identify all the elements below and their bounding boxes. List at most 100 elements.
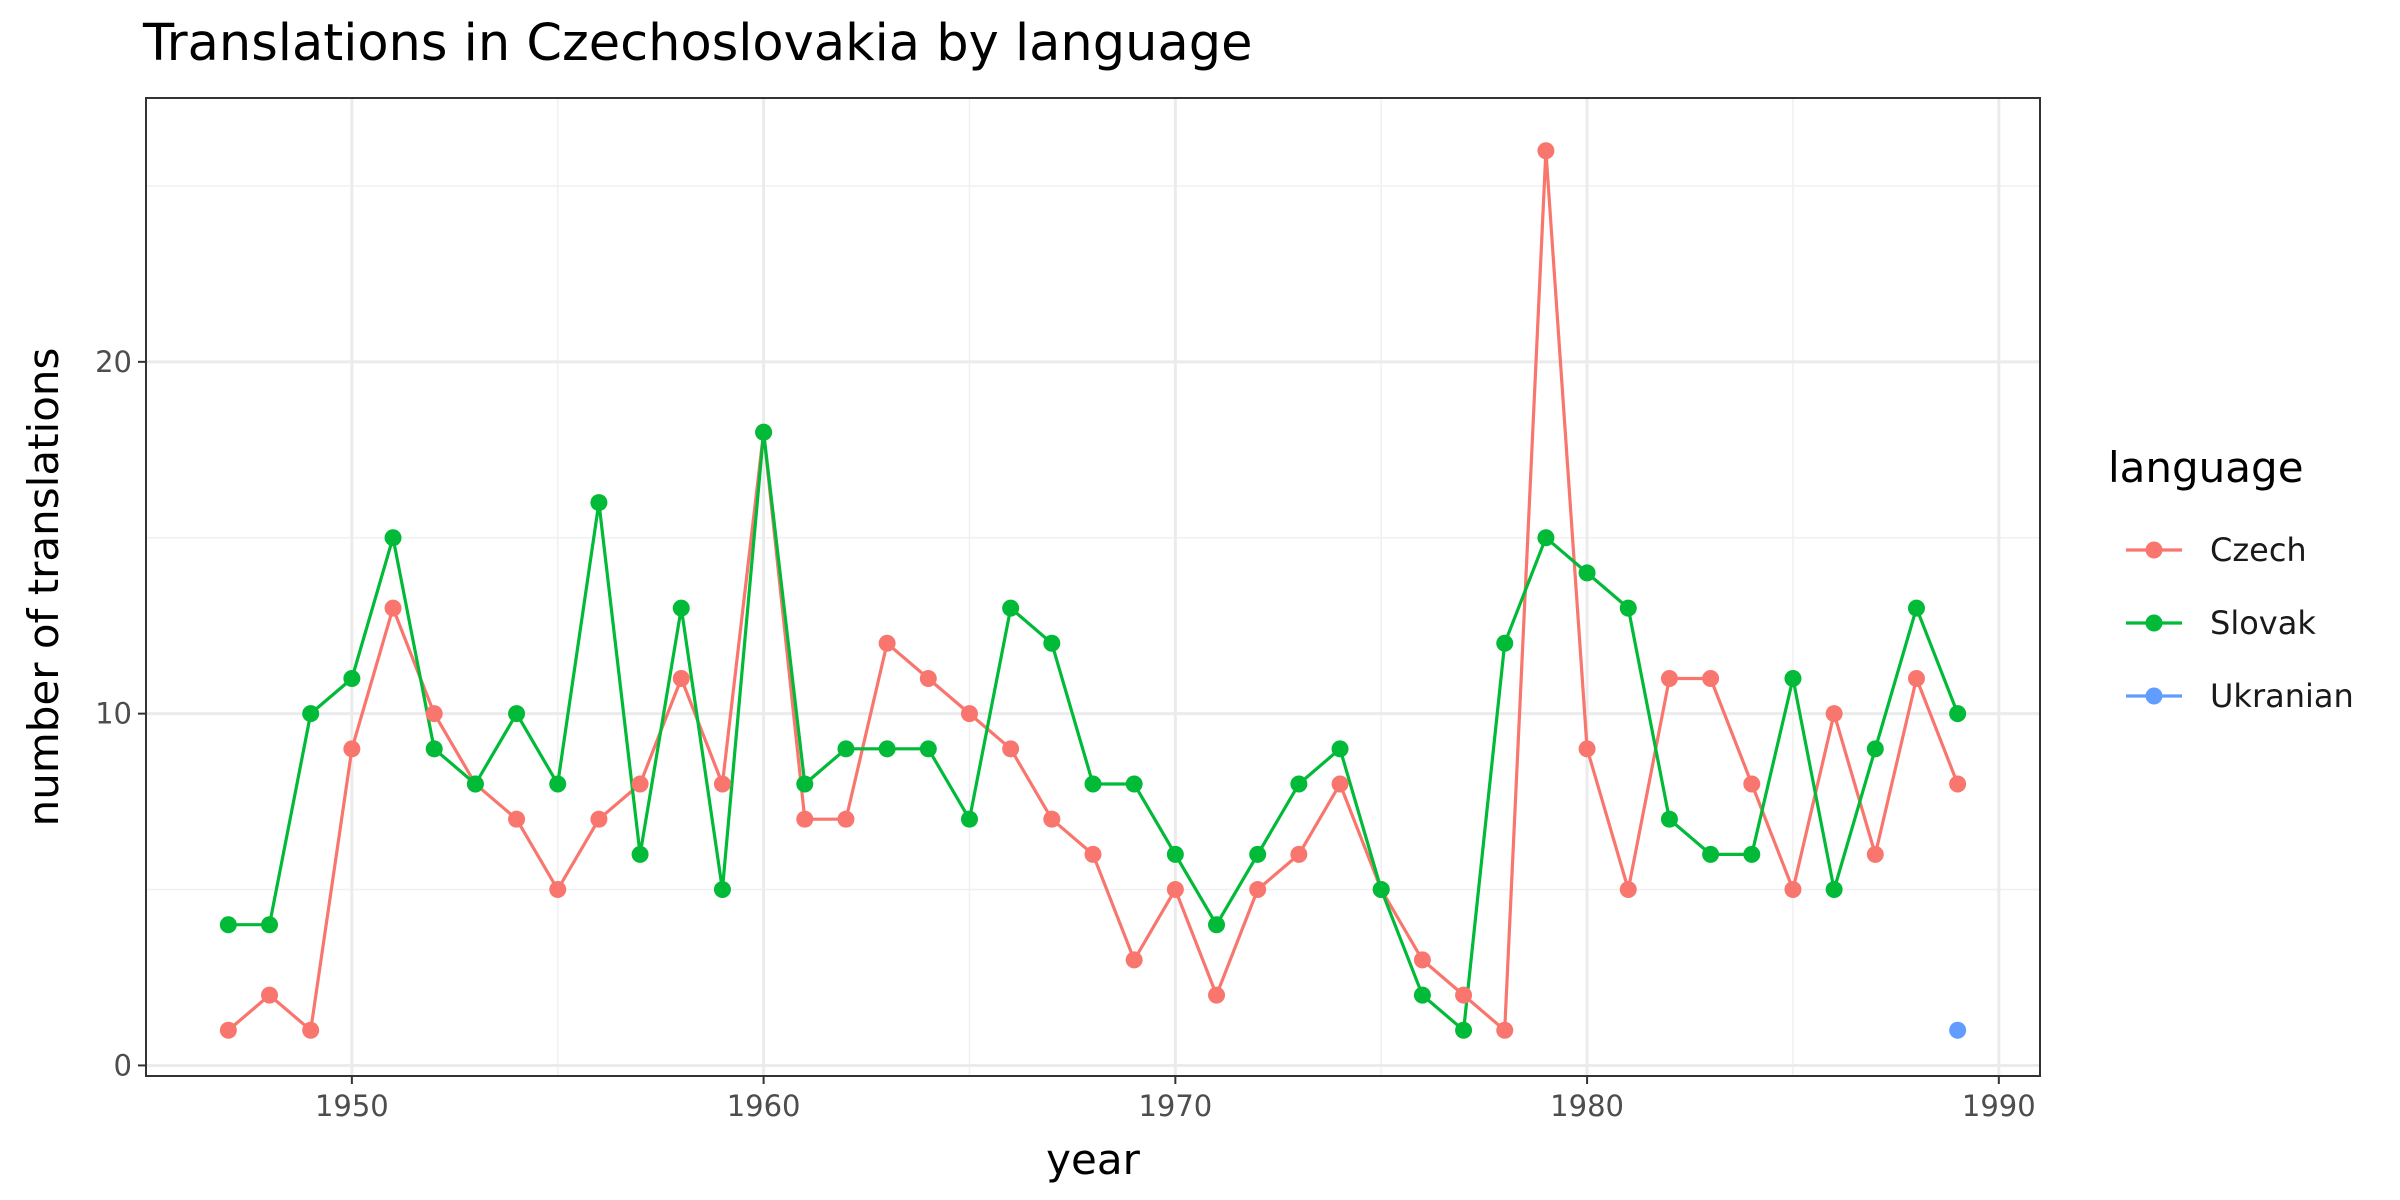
czech-data-point [1866, 845, 1884, 863]
czech-data-point [837, 810, 855, 828]
czech-data-point [631, 775, 649, 793]
slovak-data-point [919, 740, 937, 758]
legend-label: Czech [2210, 531, 2307, 569]
czech-data-point [1413, 951, 1431, 969]
legend-key-point [2145, 687, 2163, 705]
slovak-data-point [1455, 1021, 1473, 1039]
gridlines [146, 98, 2040, 1076]
czech-data-point [343, 740, 361, 758]
czech-data-point [1907, 669, 1925, 687]
legend-key-point [2145, 614, 2163, 632]
slovak-data-point [755, 423, 773, 441]
czech-data-point [1125, 951, 1143, 969]
slovak-data-point [713, 881, 731, 899]
slovak-data-point [837, 740, 855, 758]
slovak-data-point [672, 599, 690, 617]
legend-items: Czech Slovak Ukranian [2126, 531, 2354, 715]
slovak-data-point [1249, 845, 1267, 863]
legend-item-ukranian: Ukranian [2126, 677, 2354, 715]
slovak-data-point [1949, 705, 1967, 723]
y-tick-label: 10 [95, 697, 132, 731]
y-axis: 0 10 20 [95, 345, 146, 1082]
czech-data-point [713, 775, 731, 793]
x-axis: 1950 1960 1970 1980 1990 [315, 1076, 2036, 1123]
x-tick-label: 1950 [315, 1089, 389, 1123]
x-tick-label: 1970 [1138, 1089, 1212, 1123]
czech-data-point [1660, 669, 1678, 687]
legend-item-slovak: Slovak [2126, 604, 2316, 642]
slovak-series-line [228, 430, 1960, 1032]
czech-data-point [302, 1021, 320, 1039]
slovak-data-point [1784, 669, 1802, 687]
czech-data-point [219, 1021, 237, 1039]
slovak-data-point [1166, 845, 1184, 863]
czech-data-point [1166, 881, 1184, 899]
legend-item-czech: Czech [2126, 531, 2307, 569]
x-tick-label: 1990 [1962, 1089, 2036, 1123]
y-tick-label: 20 [95, 345, 132, 379]
legend-label: Slovak [2210, 604, 2316, 642]
czech-data-point [960, 705, 978, 723]
legend-title: language [2108, 443, 2304, 492]
y-axis-title: number of translations [19, 348, 68, 827]
slovak-data-point [1702, 845, 1720, 863]
slovak-data-point [878, 740, 896, 758]
czech-data-point [1702, 669, 1720, 687]
slovak-data-point [384, 529, 402, 547]
czech-data-point [261, 986, 279, 1004]
czech-data-point [1496, 1021, 1514, 1039]
slovak-data-point [1578, 564, 1596, 582]
czech-data-point [1455, 986, 1473, 1004]
x-tick-label: 1960 [727, 1089, 801, 1123]
slovak-data-point [796, 775, 814, 793]
czech-data-point [1331, 775, 1349, 793]
slovak-data-point [1413, 986, 1431, 1004]
czech-series-line [227, 149, 1960, 1032]
ukranian-data-point [1949, 1021, 1967, 1039]
slovak-data-point [1043, 634, 1061, 652]
slovak-data-point [1496, 634, 1514, 652]
series-lines [227, 149, 1960, 1032]
slovak-data-point [1002, 599, 1020, 617]
slovak-data-point [631, 845, 649, 863]
czech-data-point [1043, 810, 1061, 828]
czech-data-point [1578, 740, 1596, 758]
slovak-data-point [1907, 599, 1925, 617]
slovak-data-point [343, 669, 361, 687]
slovak-data-point [1825, 881, 1843, 899]
czech-data-point [1784, 881, 1802, 899]
czech-data-point [1208, 986, 1226, 1004]
czech-data-point [590, 810, 608, 828]
czech-data-point [1743, 775, 1761, 793]
data-points [219, 142, 1967, 1039]
slovak-data-point [1125, 775, 1143, 793]
legend-label: Ukranian [2210, 677, 2354, 715]
slovak-data-point [1331, 740, 1349, 758]
slovak-data-point [1084, 775, 1102, 793]
czech-data-point [878, 634, 896, 652]
czech-data-point [796, 810, 814, 828]
czech-data-point [672, 669, 690, 687]
slovak-data-point [1660, 810, 1678, 828]
y-tick-label: 0 [114, 1048, 132, 1082]
czech-data-point [1084, 845, 1102, 863]
slovak-data-point [960, 810, 978, 828]
legend-key-point [2145, 541, 2163, 559]
czech-data-point [384, 599, 402, 617]
czech-data-point [549, 881, 567, 899]
czech-data-point [508, 810, 526, 828]
x-axis-title: year [1046, 1135, 1140, 1184]
slovak-data-point [508, 705, 526, 723]
slovak-data-point [425, 740, 443, 758]
slovak-data-point [261, 916, 279, 934]
czech-data-point [1949, 775, 1967, 793]
slovak-data-point [302, 705, 320, 723]
czech-data-point [1002, 740, 1020, 758]
x-tick-label: 1980 [1550, 1089, 1624, 1123]
czech-data-point [425, 705, 443, 723]
slovak-data-point [1866, 740, 1884, 758]
czech-data-point [1537, 142, 1555, 160]
czech-data-point [1249, 881, 1267, 899]
slovak-data-point [1208, 916, 1226, 934]
slovak-data-point [219, 916, 237, 934]
